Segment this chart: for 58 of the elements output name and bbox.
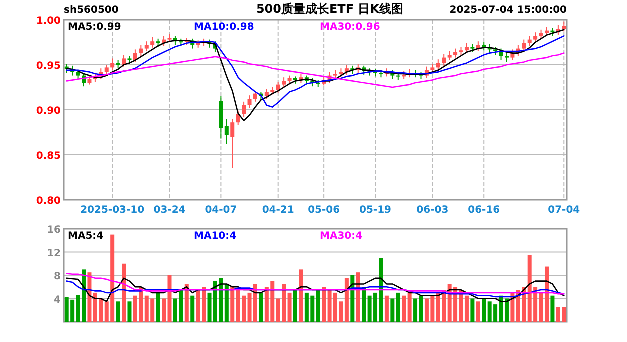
bar (230, 287, 235, 322)
bar (259, 292, 264, 322)
bar (344, 278, 349, 322)
bar (224, 284, 229, 322)
bar (476, 302, 480, 322)
bar (190, 296, 195, 322)
text: MA10:4 (194, 231, 237, 242)
bar (390, 298, 395, 322)
bar (184, 284, 189, 322)
bar (550, 296, 555, 322)
series-label: MA10:0.98 (194, 22, 254, 33)
x-tick-label: 05-06 (308, 205, 340, 216)
bar (322, 287, 326, 322)
text: MA5:0.99 (68, 22, 122, 33)
text: sh560500 (64, 5, 119, 16)
y-tick-label: 0.85 (36, 151, 62, 162)
bar (156, 292, 160, 322)
bar (408, 292, 412, 322)
y-tick-label: 0.90 (36, 106, 62, 117)
text: MA30:4 (320, 231, 363, 242)
bar (116, 302, 120, 322)
line-series (66, 36, 565, 108)
bar (482, 298, 486, 322)
bar (402, 296, 406, 322)
bar (470, 298, 475, 322)
bar (128, 302, 132, 322)
x-tick-label: 07-04 (548, 205, 580, 216)
bar (88, 272, 92, 322)
bar (350, 276, 355, 322)
text: 2025-07-04 15:00:00 (450, 5, 568, 16)
y-tick-label: 8 (54, 272, 62, 282)
text: MA30:0.96 (320, 22, 380, 33)
y-tick-label: 4 (54, 294, 62, 306)
x-tick-label: 04-07 (205, 205, 238, 216)
bar (293, 290, 298, 322)
bar (299, 270, 304, 322)
x-tick-label: 06-03 (416, 205, 449, 216)
line-series (66, 273, 565, 295)
bar (384, 296, 389, 322)
bar (288, 292, 292, 322)
x-tick-label: 03-24 (154, 205, 186, 216)
y-tick-label: 12 (47, 248, 62, 260)
bar (356, 272, 360, 322)
x-tick-label: 04-21 (262, 205, 294, 216)
bar (316, 290, 320, 322)
x-tick-label: 05-19 (360, 205, 392, 216)
y-tick-label: 16 (47, 225, 62, 236)
y-tick-label: 0.95 (36, 61, 62, 72)
bar (122, 264, 126, 322)
bar (362, 287, 366, 322)
line-series (66, 52, 565, 88)
y-tick-label: 0.80 (36, 196, 62, 207)
bar (396, 292, 400, 322)
y-tick-label: 1.00 (36, 16, 62, 27)
x-tick-label: 2025-03-10 (80, 205, 145, 216)
text: MA5:4 (68, 231, 104, 242)
chart-title: 500质量成长ETF 日K线图 (256, 2, 404, 16)
x-tick-label: 06-16 (468, 205, 500, 216)
